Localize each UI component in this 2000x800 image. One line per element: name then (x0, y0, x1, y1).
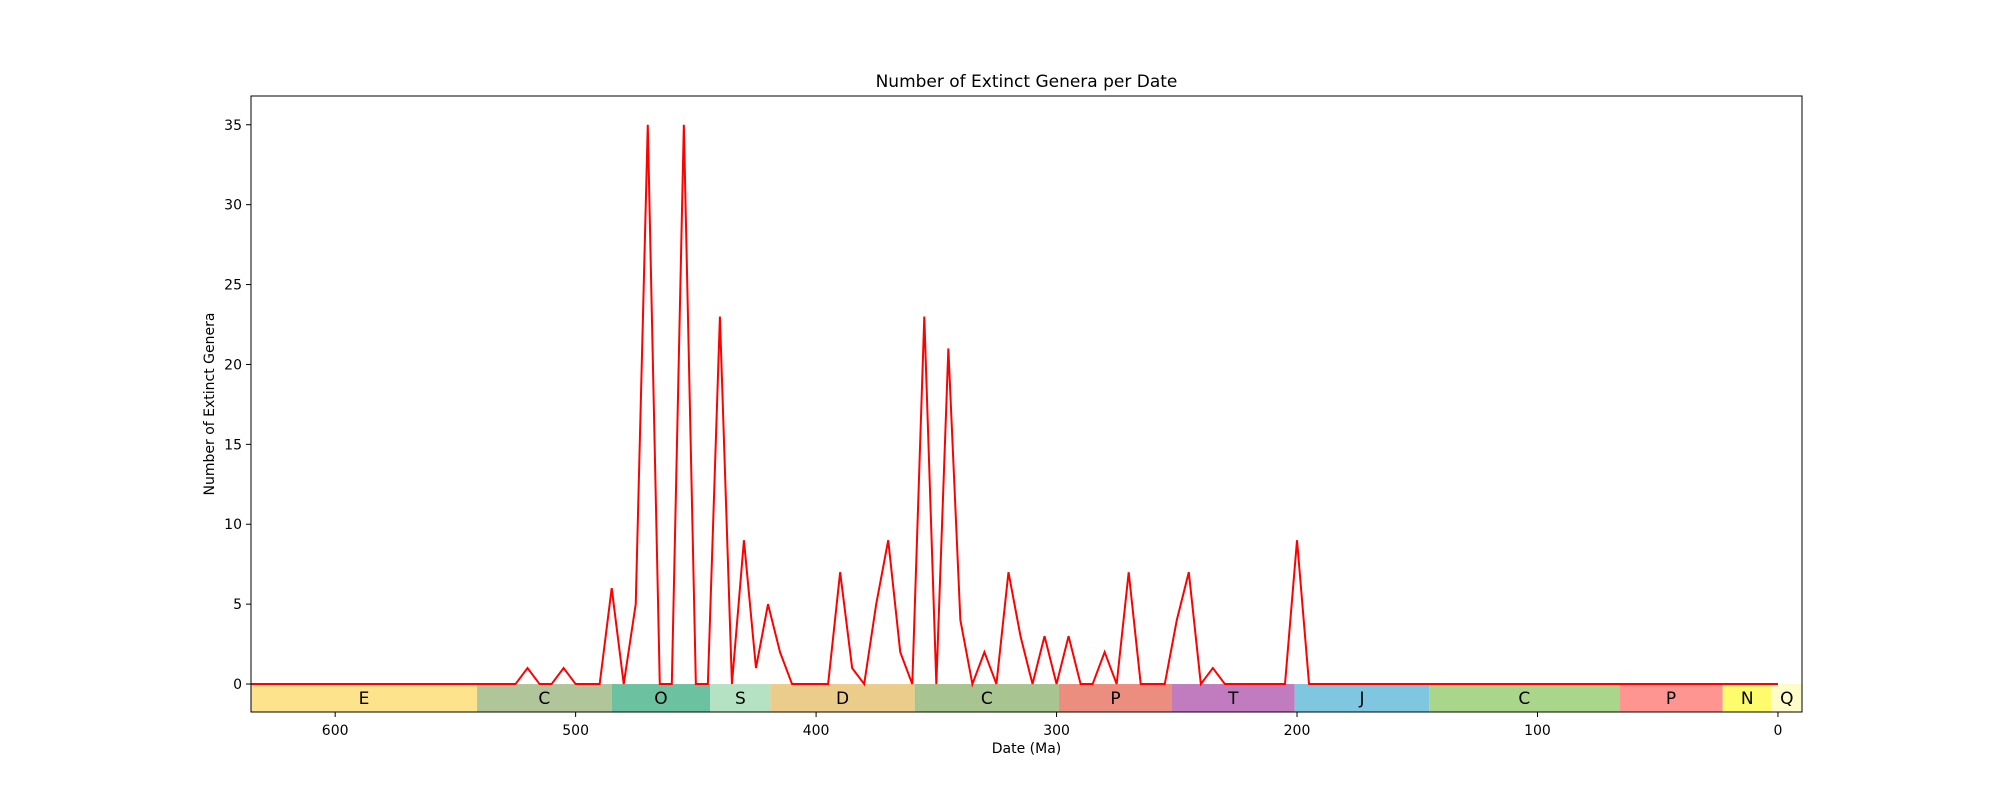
period-label-5: C (981, 689, 993, 709)
period-label-6: P (1110, 689, 1120, 709)
period-label-10: P (1666, 689, 1676, 709)
period-band-5 (914, 684, 1059, 712)
period-band-11 (1722, 684, 1772, 712)
plot-frame (250, 95, 1803, 713)
period-label-4: D (836, 689, 849, 709)
period-band-7 (1171, 684, 1295, 712)
y-tick-label-3: 15 (224, 437, 242, 453)
y-tick-label-5: 25 (224, 278, 242, 294)
y-tick-label-1: 5 (233, 597, 242, 613)
x-tick-label-4: 200 (1284, 723, 1311, 739)
y-axis-ticks: 0 5 10 15 20 25 30 35 (224, 118, 251, 693)
x-axis-ticks: 600 500 400 300 200 100 0 (322, 712, 1782, 739)
period-band-10 (1619, 684, 1723, 712)
period-label-1: C (538, 689, 550, 709)
x-tick-label-0: 600 (322, 723, 349, 739)
period-label-8: J (1358, 689, 1364, 709)
y-tick-label-0: 0 (233, 677, 242, 693)
y-tick-label-7: 35 (224, 118, 242, 134)
period-label-3: S (735, 689, 746, 709)
x-tick-label-3: 300 (1043, 723, 1070, 739)
x-tick-label-2: 400 (803, 723, 830, 739)
x-tick-label-1: 500 (562, 723, 589, 739)
period-label-7: T (1227, 689, 1239, 709)
period-bands (251, 684, 1802, 712)
period-band-2 (611, 684, 711, 712)
x-axis-label: Date (Ma) (992, 741, 1062, 757)
series-line-0 (251, 124, 1778, 688)
period-band-3 (710, 684, 771, 712)
period-band-1 (477, 684, 612, 712)
period-label-11: N (1741, 689, 1754, 709)
period-label-2: O (654, 689, 667, 709)
period-band-9 (1429, 684, 1620, 712)
period-band-4 (770, 684, 915, 712)
x-tick-label-5: 100 (1524, 723, 1551, 739)
y-axis-label: Number of Extinct Genera (202, 313, 218, 496)
x-tick-label-6: 0 (1773, 723, 1782, 739)
period-band-0 (251, 684, 478, 712)
period-band-8 (1294, 684, 1430, 712)
y-tick-label-4: 20 (224, 357, 242, 373)
period-label-0: E (359, 689, 370, 709)
period-band-6 (1058, 684, 1172, 712)
chart-title: Number of Extinct Genera per Date (876, 72, 1178, 92)
period-band-12 (1771, 684, 1802, 712)
series-line-layer (251, 124, 1778, 688)
period-label-12: Q (1780, 689, 1793, 709)
period-label-9: C (1518, 689, 1530, 709)
y-tick-label-6: 30 (224, 198, 242, 214)
y-tick-label-2: 10 (224, 517, 242, 533)
